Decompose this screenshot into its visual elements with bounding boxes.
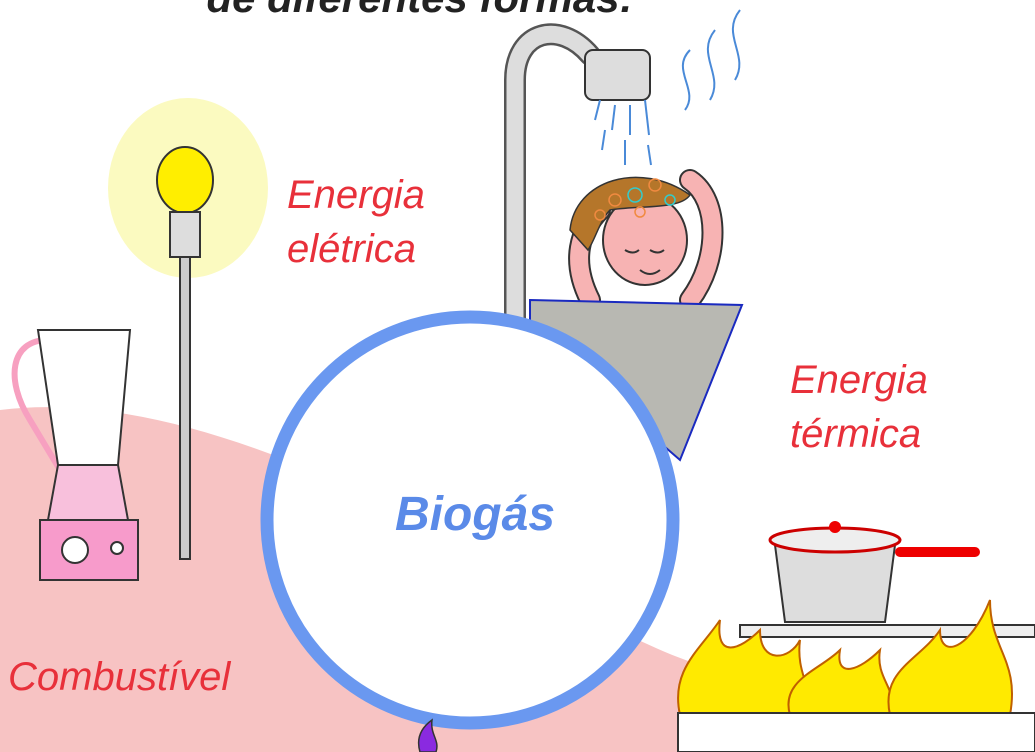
center-label: Biogás [395, 488, 555, 541]
pot [773, 544, 897, 623]
lamp-socket [169, 211, 201, 258]
pot-handle [895, 547, 980, 557]
shower-pipe-inner [506, 25, 599, 339]
shower-head [584, 49, 651, 101]
stove-grate [739, 624, 1035, 638]
face-features [624, 249, 665, 275]
water [594, 9, 741, 166]
heading: de diferentes formas: [206, 0, 633, 21]
biogas-circle [260, 310, 680, 730]
pot-knob [829, 521, 841, 533]
fuel-label: Combustível [8, 655, 231, 699]
lamp-bulb [156, 146, 214, 214]
blender-button [61, 536, 89, 564]
electric-label: Energia [287, 173, 425, 217]
stove [677, 712, 1035, 752]
thermal-label: térmica [790, 412, 921, 456]
electric-label: elétrica [287, 227, 416, 271]
hair [569, 176, 692, 252]
blender-button [110, 541, 124, 555]
blender-base-top [46, 464, 130, 521]
bubbles [594, 178, 676, 221]
lamp-pole [179, 256, 191, 560]
flames [677, 599, 1013, 716]
blender-handle [11, 337, 63, 472]
fuel-flame [418, 718, 438, 752]
thermal-label: Energia [790, 358, 928, 402]
